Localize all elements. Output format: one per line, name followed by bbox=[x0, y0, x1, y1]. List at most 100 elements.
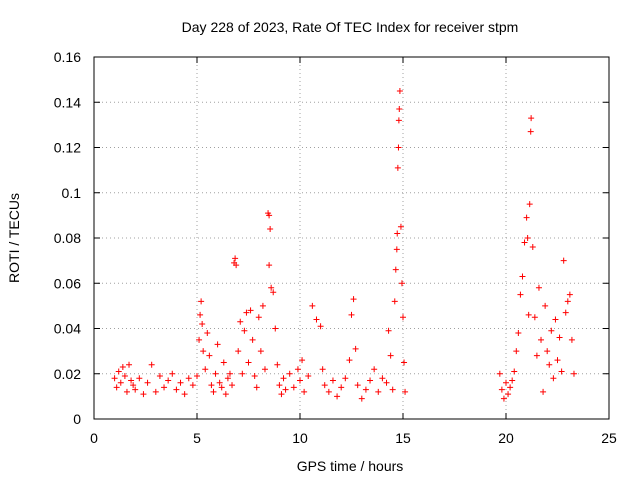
data-point bbox=[552, 316, 559, 323]
chart-title: Day 228 of 2023, Rate Of TEC Index for r… bbox=[182, 19, 519, 35]
data-point bbox=[128, 377, 135, 384]
data-point bbox=[202, 366, 209, 373]
data-point bbox=[562, 309, 569, 316]
data-point bbox=[313, 316, 320, 323]
data-point bbox=[400, 314, 406, 321]
data-point bbox=[161, 384, 168, 391]
data-point bbox=[282, 386, 289, 393]
data-point bbox=[535, 284, 542, 291]
data-point bbox=[394, 164, 401, 171]
y-tick-label: 0.14 bbox=[54, 94, 81, 110]
data-point bbox=[270, 289, 277, 296]
data-point bbox=[247, 307, 254, 314]
y-tick-label: 0.16 bbox=[54, 49, 81, 65]
data-point bbox=[540, 388, 547, 395]
data-point bbox=[395, 144, 402, 151]
x-tick-label: 10 bbox=[292, 430, 308, 446]
data-point bbox=[511, 368, 518, 375]
data-point bbox=[524, 235, 531, 241]
data-point bbox=[550, 375, 557, 382]
data-point bbox=[395, 117, 402, 124]
data-point bbox=[358, 395, 365, 402]
y-tick-label: 0.04 bbox=[54, 321, 81, 337]
data-point bbox=[239, 370, 246, 377]
data-point bbox=[513, 348, 520, 355]
x-tick-label: 20 bbox=[498, 430, 514, 446]
data-point bbox=[350, 296, 357, 303]
data-point bbox=[385, 327, 392, 334]
data-point bbox=[257, 348, 264, 355]
x-tick-label: 0 bbox=[90, 430, 98, 446]
data-point bbox=[554, 357, 561, 364]
data-point bbox=[503, 379, 509, 386]
data-points bbox=[111, 87, 577, 402]
data-point bbox=[509, 377, 516, 384]
data-point bbox=[278, 391, 285, 398]
data-point bbox=[527, 128, 534, 135]
data-point bbox=[523, 214, 530, 221]
data-point bbox=[379, 375, 386, 382]
data-point bbox=[402, 388, 409, 395]
data-point bbox=[185, 375, 192, 382]
data-point bbox=[126, 361, 133, 368]
data-point bbox=[276, 382, 283, 389]
data-point bbox=[398, 280, 405, 287]
data-point bbox=[389, 386, 396, 393]
data-point bbox=[317, 323, 324, 330]
data-point bbox=[199, 320, 206, 327]
data-point bbox=[261, 366, 268, 373]
data-point bbox=[196, 336, 203, 343]
data-point bbox=[297, 377, 303, 384]
data-point bbox=[526, 201, 533, 208]
data-point bbox=[237, 318, 244, 325]
y-axis-label: ROTI / TECUs bbox=[6, 193, 22, 283]
data-point bbox=[570, 370, 577, 377]
data-point bbox=[290, 384, 297, 391]
data-point bbox=[130, 382, 137, 389]
data-point bbox=[121, 373, 128, 380]
x-axis-label: GPS time / hours bbox=[297, 458, 404, 474]
data-point bbox=[371, 366, 378, 373]
data-point bbox=[533, 352, 540, 359]
data-point bbox=[148, 361, 155, 368]
data-point bbox=[111, 375, 118, 382]
data-point bbox=[253, 384, 260, 391]
data-point bbox=[383, 379, 390, 386]
data-point bbox=[507, 384, 514, 391]
data-point bbox=[152, 388, 159, 395]
data-point bbox=[505, 391, 512, 398]
data-point bbox=[198, 298, 205, 305]
data-point bbox=[294, 366, 301, 373]
y-tick-label: 0.1 bbox=[62, 185, 82, 201]
data-point bbox=[235, 348, 242, 355]
data-point bbox=[286, 370, 293, 377]
data-point bbox=[123, 388, 130, 395]
data-point bbox=[299, 357, 306, 364]
x-tick-label: 25 bbox=[601, 430, 617, 446]
data-point bbox=[354, 382, 361, 389]
data-point bbox=[301, 388, 308, 395]
data-point bbox=[305, 373, 312, 380]
data-point bbox=[309, 302, 316, 309]
data-point bbox=[397, 223, 404, 230]
data-point bbox=[251, 373, 258, 380]
data-point bbox=[325, 388, 332, 395]
data-point bbox=[220, 359, 227, 366]
plot-frame bbox=[93, 56, 610, 420]
data-point bbox=[564, 298, 571, 305]
y-tick-label: 0.08 bbox=[54, 230, 81, 246]
data-point bbox=[249, 336, 256, 343]
data-point bbox=[396, 106, 403, 113]
data-point bbox=[233, 262, 240, 269]
data-point bbox=[342, 375, 349, 382]
data-point bbox=[538, 336, 545, 343]
data-point bbox=[521, 239, 528, 246]
data-point bbox=[214, 341, 221, 348]
data-point bbox=[119, 363, 126, 370]
x-tick-label: 5 bbox=[193, 430, 201, 446]
data-point bbox=[393, 246, 400, 253]
data-point bbox=[200, 348, 207, 355]
x-tick-label: 15 bbox=[395, 430, 411, 446]
data-point bbox=[525, 311, 532, 318]
y-tick-label: 0 bbox=[73, 411, 81, 427]
